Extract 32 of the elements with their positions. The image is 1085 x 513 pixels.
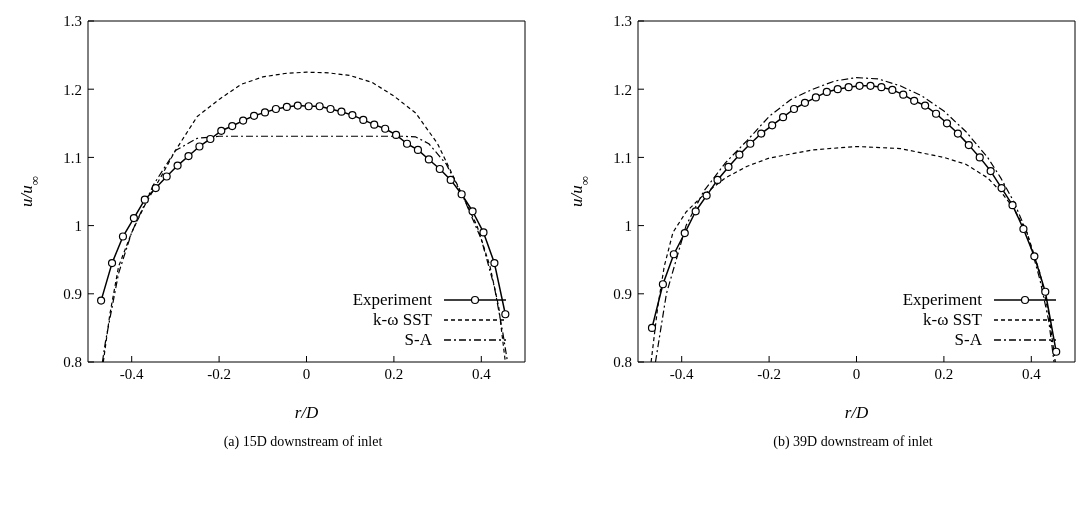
x-tick-label: 0.2	[384, 365, 404, 382]
y-tick-label: 0.8	[63, 354, 82, 371]
x-tick-label: -0.2	[207, 365, 231, 382]
x-tick-label: 0.4	[1021, 365, 1042, 382]
x-tick-label: 0	[302, 365, 311, 382]
x-axis-title: r/D	[294, 403, 320, 422]
y-tick-label: 1.1	[613, 149, 632, 166]
y-tick-label: 1.3	[613, 13, 632, 30]
x-tick-label: -0.4	[119, 365, 145, 382]
legend-label: k-ω SST	[373, 310, 432, 330]
y-tick-label: 1.2	[63, 81, 82, 98]
x-tick-label: 0	[852, 365, 861, 382]
text: (b) 39D downstream of inlet	[772, 434, 934, 450]
x-tick-label: 0.4	[471, 365, 492, 382]
y-tick-label: 1.3	[63, 13, 82, 30]
text: (a) 15D downstream of inlet	[222, 434, 384, 450]
legend-label: k-ω SST	[923, 310, 982, 330]
x-tick-label: 0.2	[934, 365, 954, 382]
y-tick-label: 1.1	[63, 149, 82, 166]
x-tick-label: -0.2	[757, 365, 781, 382]
x-tick-label: -0.4	[669, 365, 695, 382]
y-tick-label: 0.9	[63, 286, 82, 303]
legend-label: Experiment	[902, 290, 982, 310]
y-tick-label: 1	[624, 217, 632, 234]
y-tick-label: 0.9	[613, 286, 632, 303]
y-tick-label: 1.2	[613, 81, 632, 98]
legend-label: S-A	[404, 330, 432, 350]
legend-label: Experiment	[352, 290, 432, 310]
y-tick-label: 0.8	[613, 354, 632, 371]
y-tick-label: 1	[74, 217, 82, 234]
x-axis-title: r/D	[844, 403, 870, 422]
legend-label: S-A	[954, 330, 982, 350]
